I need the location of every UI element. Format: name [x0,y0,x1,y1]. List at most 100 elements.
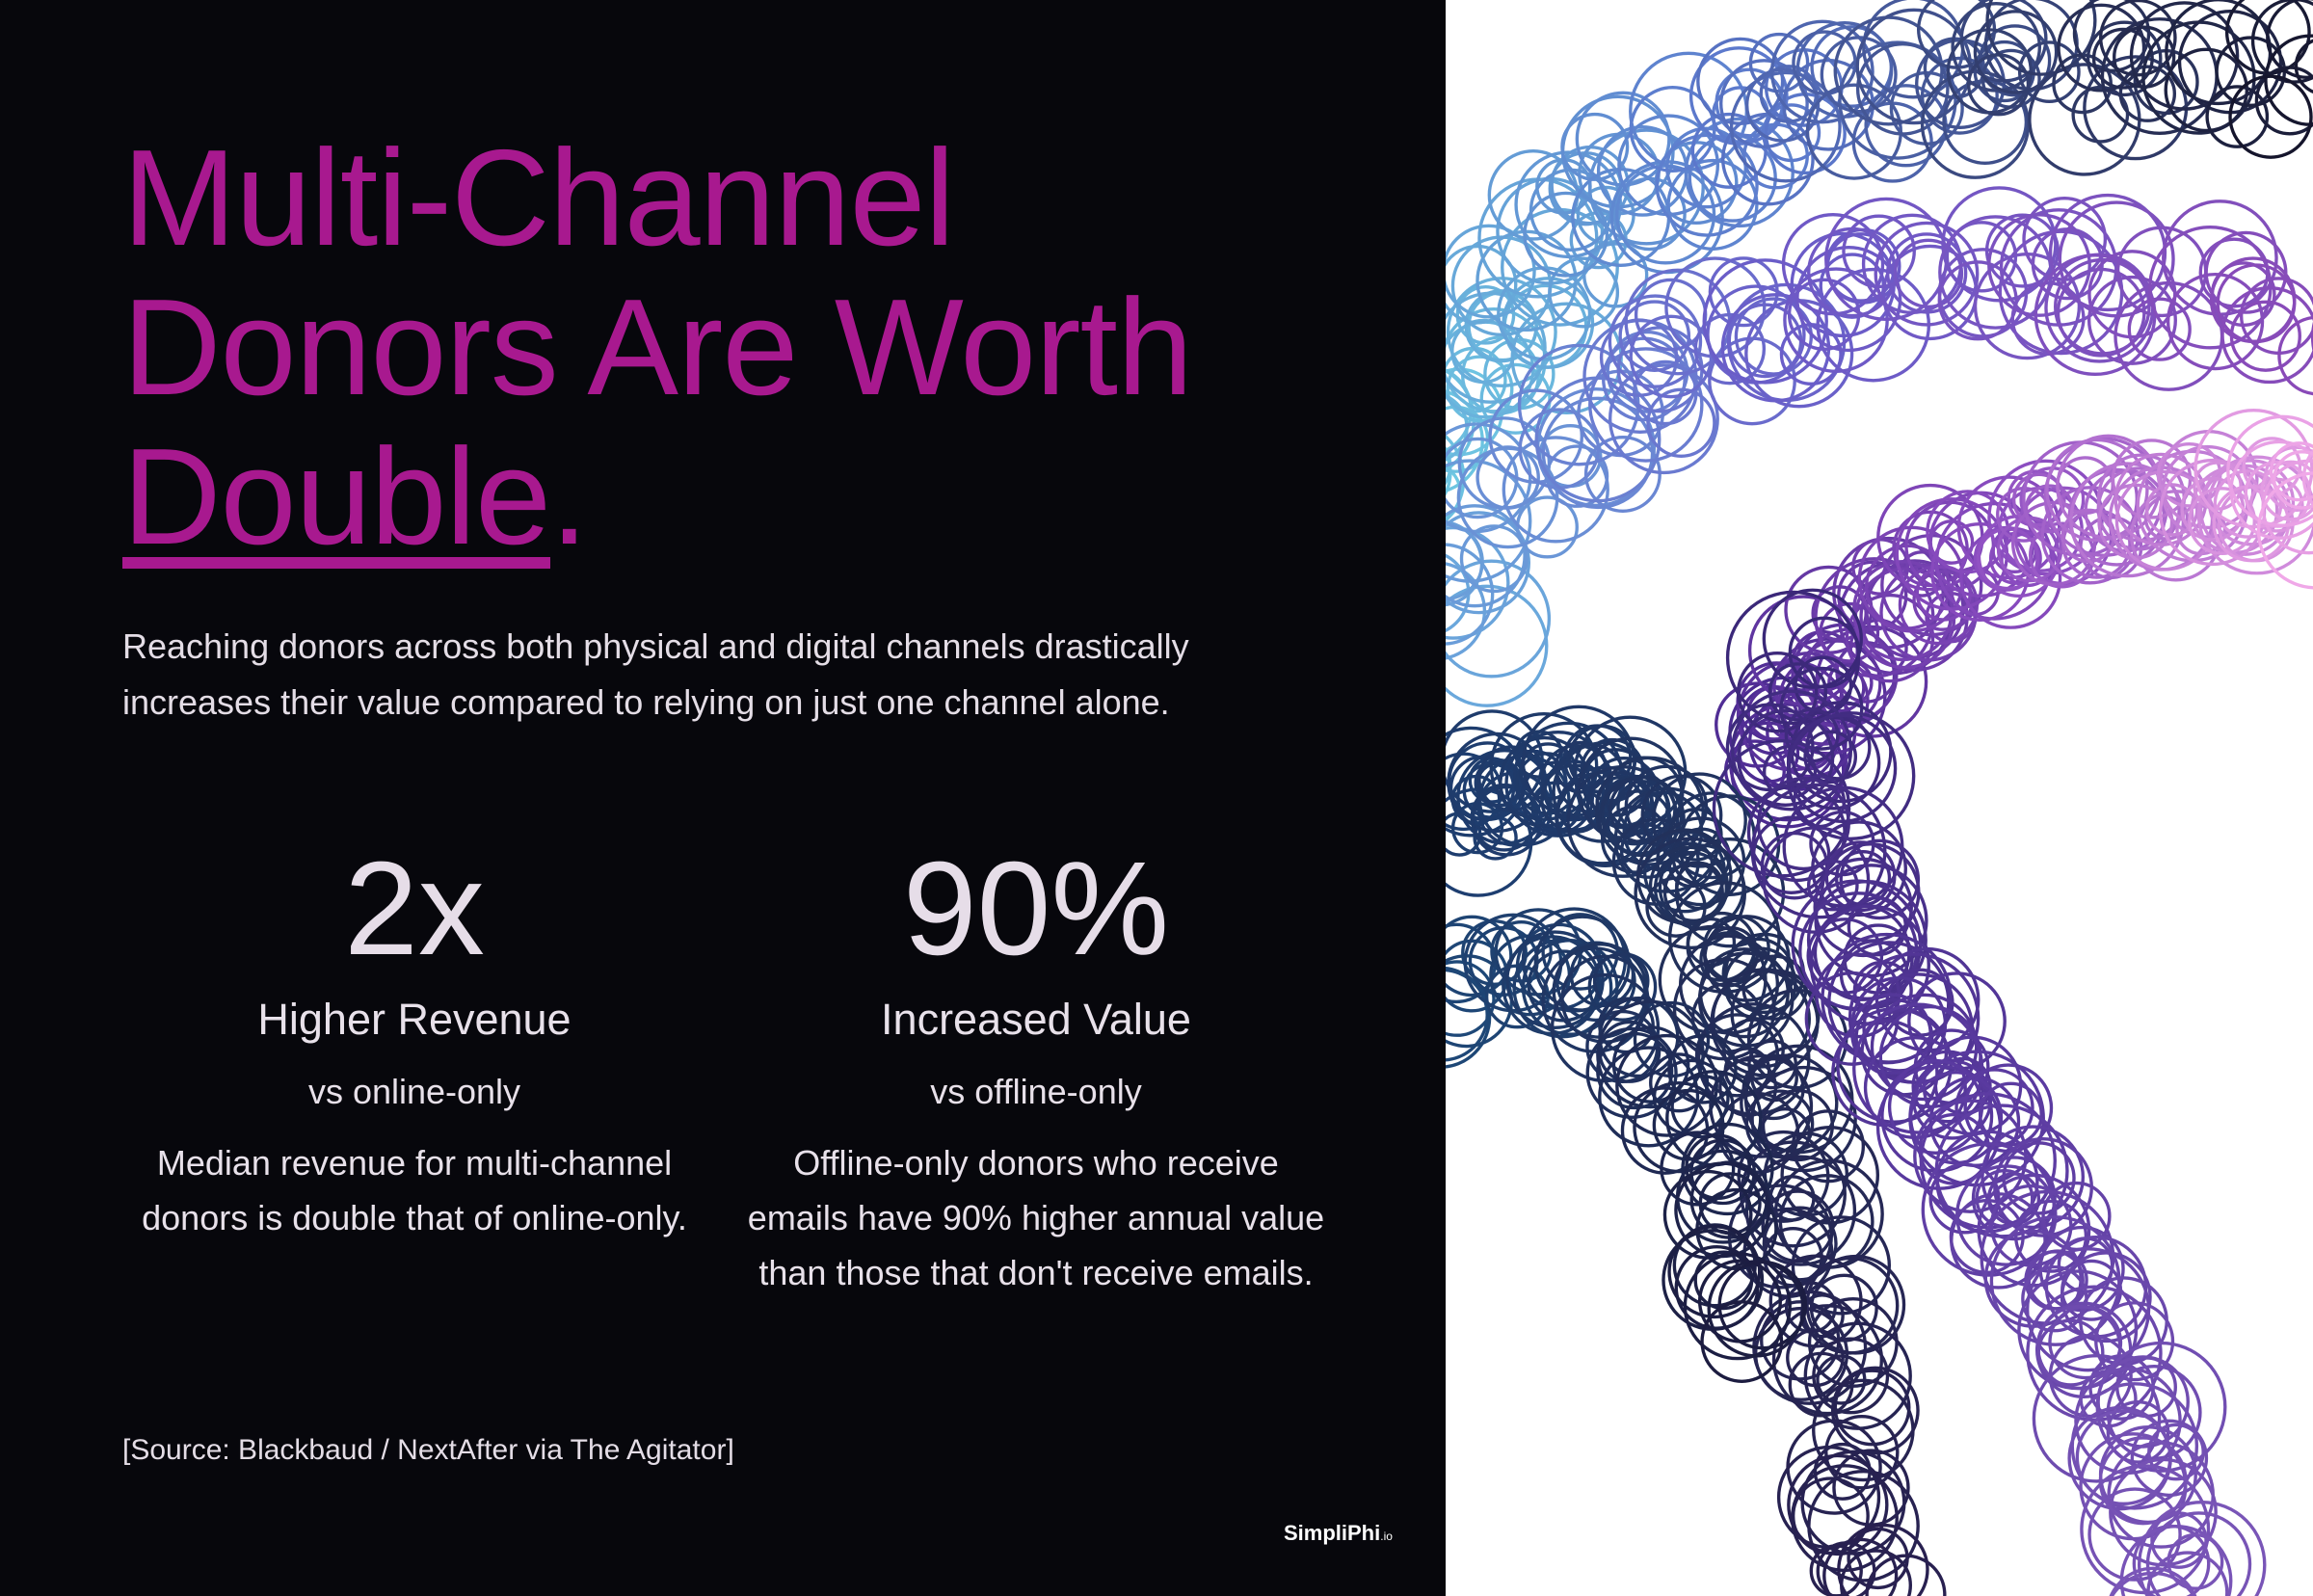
circle-mark [1756,777,1850,871]
circle-mark [1769,19,1874,124]
logo-name: SimpliPhi [1284,1521,1381,1545]
circle-mark [1908,1071,2004,1165]
circle-mark [1819,601,1880,663]
circle-mark [2224,0,2311,75]
circle-mark [2137,1500,2267,1596]
circle-mark [1830,1366,1920,1455]
title-line-1: Multi-Channel [122,121,955,275]
circle-mark [1795,21,1894,119]
circle-mark [2014,1199,2088,1273]
circle-mark [1600,805,1670,874]
circle-mark [1608,294,1703,388]
content-panel: Multi-Channel Donors Are Worth Double. R… [122,121,1393,1546]
circle-mark [2256,471,2313,590]
circle-mark [2167,1532,2224,1590]
circle-mark [2002,1141,2076,1215]
stat-label: Higher Revenue [257,995,572,1044]
circle-mark [1575,91,1671,187]
circle-mark [1446,224,1536,319]
circle-mark [1786,711,1916,840]
circle-mark [2193,409,2313,529]
circle-mark [2229,300,2301,372]
circle-mark [1554,740,1608,794]
circle-mark [1807,1469,1920,1583]
circle-mark [2129,1,2240,111]
circle-mark [2075,1409,2172,1506]
circle-mark [2036,1304,2122,1391]
circle-mark [2087,1487,2182,1582]
circle-mark [2095,1341,2227,1473]
circle-mark [1461,919,1528,987]
overlapping-circles-pattern-icon [1446,0,2313,1596]
circle-mark [1951,2,2042,93]
circle-mark [1476,229,1578,332]
circle-mark [2145,1511,2252,1596]
circle-mark [1660,1130,1736,1207]
circle-mark [1973,10,2059,94]
circle-mark [1585,1026,1678,1119]
circle-mark [1582,242,1649,308]
stat-increased-value: 90% Increased Value vs offline-only Offl… [742,837,1330,1300]
circle-mark [1555,941,1636,1023]
logo-suffix: .io [1380,1530,1393,1543]
circle-mark [2166,272,2265,371]
brand-logo: SimpliPhi.io [1284,1521,1393,1546]
circle-mark [1693,312,1767,386]
circle-mark [1928,1162,2001,1235]
intro-paragraph: Reaching donors across both physical and… [122,626,1189,722]
circle-mark [1446,543,1495,646]
circle-mark [2228,74,2313,159]
circle-mark [1446,355,1514,423]
circle-mark [2109,1566,2197,1596]
circle-mark [1615,1033,1718,1137]
circle-mark [1688,46,1789,146]
circle-mark [1788,1351,1854,1418]
circle-mark [1548,256,1620,329]
circle-mark [1514,150,1623,259]
circle-mark [1675,861,1724,911]
circle-mark [1446,504,1527,608]
circle-mark [1803,730,1858,785]
circle-mark [1820,36,1898,114]
circle-mark [2054,257,2151,356]
circle-mark [1781,213,1885,316]
circle-mark [1981,1125,2086,1230]
circle-mark [1744,67,1821,143]
circle-mark [1629,86,1716,173]
circle-mark [1978,1081,2043,1147]
circle-mark [2024,1250,2085,1311]
circle-mark [1712,739,1851,878]
circle-mark [1746,783,1847,883]
circle-mark [1683,1252,1792,1361]
circle-mark [1446,291,1547,404]
circle-mark [1476,761,1522,808]
circle-mark [2205,85,2270,148]
circle-mark [1702,258,1828,385]
circle-mark [1667,841,1715,889]
circle-mark [1446,960,1496,1037]
circle-mark [1446,559,1552,678]
circle-mark [1731,689,1853,811]
circle-mark [2058,200,2175,318]
circle-mark [1985,0,2097,76]
circle-mark [2196,455,2313,575]
circle-mark [2147,1423,2205,1481]
circle-mark [1693,1250,1754,1311]
circle-mark [1762,744,1818,800]
stat-comparison: vs offline-only [930,1072,1142,1111]
circle-mark [1837,1523,1929,1596]
circle-mark [1729,70,1842,183]
circle-mark [1499,735,1591,828]
circle-mark [1886,232,1968,314]
stat-description: Median revenue for multi-channel donors … [142,1143,687,1237]
circle-mark [2301,448,2313,507]
circle-mark [1739,1140,1847,1248]
circle-mark [1768,662,1828,722]
circle-mark [1690,112,1768,189]
circle-mark [1737,652,1819,733]
circle-mark [2057,3,2146,93]
circle-mark [1719,59,1809,148]
circle-mark [2269,441,2313,502]
circle-mark [1847,896,1907,957]
stat-comparison: vs online-only [307,1072,521,1111]
